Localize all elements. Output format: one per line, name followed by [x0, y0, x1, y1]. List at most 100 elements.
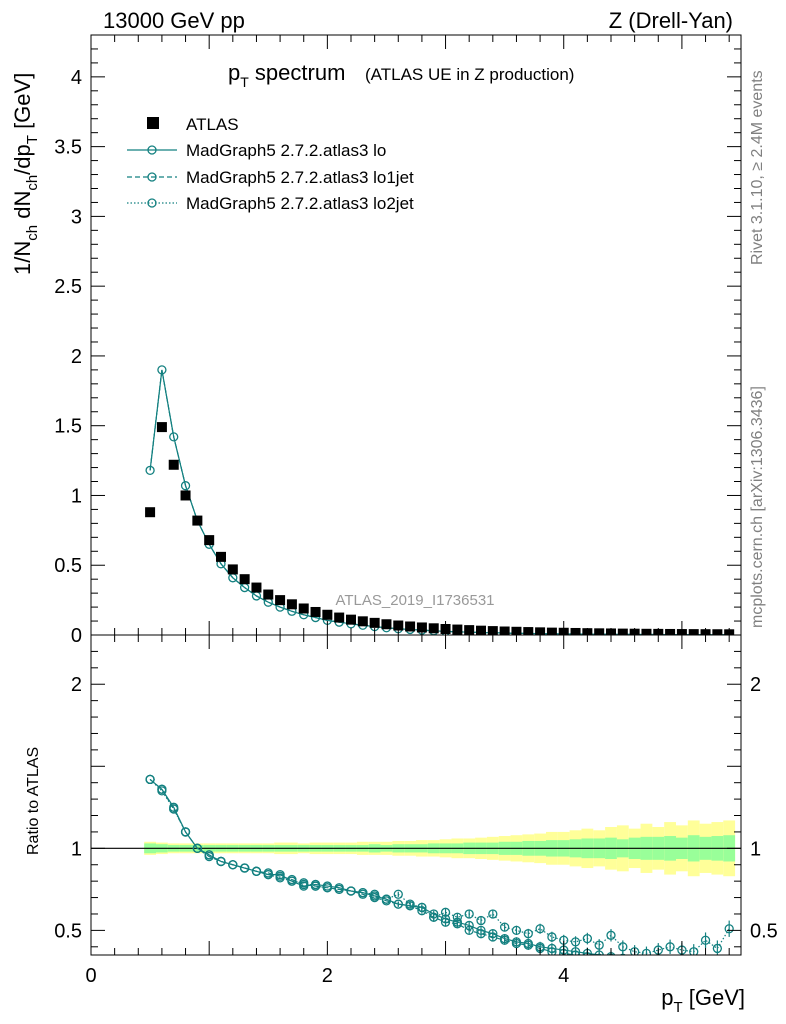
- ratio-point-lo2jet-4: [192, 843, 203, 853]
- ratio-point-lo1jet-36: [570, 950, 581, 955]
- ratio-point-lo2jet-3: [180, 827, 191, 837]
- ratio-point-lo2jet-25: [440, 907, 451, 917]
- y-tick-label-6: 3: [71, 206, 82, 228]
- mc-point-3: [180, 481, 191, 491]
- ratio-point-lo2jet-18: [358, 887, 368, 898]
- ratio-point-lo2jet-44: [665, 942, 675, 952]
- mc-point-2: [169, 432, 179, 442]
- data-point-24: [428, 623, 439, 634]
- ratio-point-lo2jet-17: [346, 886, 356, 896]
- ratio-point-lo1jet-28: [476, 929, 486, 939]
- ratio-y-tick-label-right-0: 0.5: [750, 920, 778, 942]
- ratio-point-lo2jet-1: [157, 786, 167, 796]
- y-tick-label-2: 1: [71, 485, 82, 507]
- y-axis-label: 1/Nch dNch/dpT [GeV]: [10, 73, 41, 275]
- mcplots-label: mcplots.cern.ch [arXiv:1306.3436]: [749, 386, 766, 628]
- ratio-point-lo1jet-21: [393, 899, 403, 909]
- data-point-10: [263, 589, 274, 600]
- y-tick-label-1: 0.5: [54, 555, 82, 577]
- legend-entry-lo1jet: MadGraph5 2.7.2.atlas3 lo1jet: [186, 168, 414, 187]
- ratio-point-lo1jet-49: [725, 966, 733, 974]
- data-point-6: [216, 551, 226, 562]
- data-point-36: [570, 627, 581, 635]
- ratio-point-lo1jet-27: [464, 925, 474, 936]
- ratio-y-label: Ratio to ATLAS: [25, 747, 42, 855]
- y-tick-label-3: 1.5: [54, 416, 82, 438]
- legend: ATLAS MadGraph5 2.7.2.atlas3 lo MadGraph…: [127, 115, 414, 213]
- ratio-line-lo1jet: [149, 778, 580, 955]
- ratio-point-lo2jet-29: [488, 909, 498, 919]
- data-point-4: [192, 515, 203, 526]
- ratio-point-lo2jet-49: [724, 924, 734, 934]
- data-point-19: [369, 617, 380, 628]
- legend-entry-atlas: ATLAS: [186, 115, 239, 134]
- data-point-44: [665, 628, 676, 635]
- data-point-9: [251, 582, 262, 593]
- legend-lo1jet-marker: [147, 172, 157, 182]
- ratio-point-lo1jet-40: [619, 956, 627, 964]
- data-point-30: [499, 626, 510, 635]
- data-point-5: [204, 535, 215, 546]
- data-point-18: [357, 616, 368, 627]
- data-point-28: [476, 625, 486, 635]
- data-point-23: [416, 622, 427, 633]
- ratio-point-lo1jet-45: [678, 962, 686, 970]
- ratio-point-lo2jet-10: [263, 869, 273, 880]
- legend-lo2jet-marker: [147, 198, 157, 208]
- ratio-point-lo-47: [702, 964, 710, 972]
- analysis-watermark: ATLAS_2019_I1736531: [335, 592, 494, 609]
- data-point-15: [322, 609, 333, 620]
- data-point-14: [310, 606, 321, 617]
- data-point-13: [298, 603, 309, 614]
- data-point-1: [156, 422, 167, 433]
- data-point-20: [381, 619, 392, 630]
- ratio-point-lo1jet-34: [547, 947, 557, 955]
- data-point-32: [523, 627, 534, 635]
- ratio-point-lo-48: [713, 966, 721, 974]
- ratio-point-lo1jet-30: [499, 935, 510, 945]
- ratio-point-lo2jet-46: [689, 947, 699, 955]
- ratio-point-lo2jet-40: [618, 942, 628, 952]
- ratio-point-lo2jet-13: [299, 878, 309, 888]
- ratio-point-lo2jet-39: [606, 930, 616, 940]
- ratio-point-lo1jet-47: [702, 964, 710, 972]
- ratio-point-lo2jet-32: [523, 929, 533, 939]
- ratio-point-lo2jet-33: [535, 924, 545, 934]
- ratio-point-lo2jet-42: [641, 948, 652, 955]
- data-point-8: [239, 574, 250, 585]
- y-tick-label-0: 0: [71, 625, 82, 647]
- ratio-point-lo-42: [642, 958, 650, 966]
- ratio-point-lo2jet-37: [582, 933, 593, 944]
- ratio-point-lo-41: [631, 956, 639, 964]
- x-tick-label-1: 2: [322, 965, 333, 987]
- ratio-point-lo2jet-14: [310, 881, 321, 891]
- data-point-26: [452, 624, 463, 635]
- legend-entry-lo: MadGraph5 2.7.2.atlas3 lo: [186, 141, 386, 160]
- ratio-point-lo1jet-43: [654, 959, 662, 967]
- ratio-point-lo1jet-32: [523, 940, 533, 950]
- ratio-y-tick-label-right-1: 1: [750, 838, 761, 860]
- data-point-34: [546, 627, 557, 635]
- ratio-point-lo2jet-23: [417, 902, 427, 913]
- ratio-point-lo2jet-31: [511, 925, 522, 936]
- ratio-point-lo1jet-48: [713, 964, 721, 972]
- data-point-0: [145, 507, 156, 518]
- y-tick-label-7: 3.5: [54, 137, 82, 159]
- ratio-point-lo-43: [654, 959, 662, 967]
- data-point-46: [688, 629, 699, 635]
- data-point-7: [227, 564, 238, 575]
- ratio-point-lo-44: [666, 959, 674, 967]
- chart-title: pT spectrum: [228, 60, 345, 90]
- ratio-y-tick-label-left-2: 2: [71, 674, 82, 696]
- energy-label: 13000 GeV pp: [103, 8, 245, 33]
- data-point-38: [594, 628, 605, 635]
- ratio-line-lo2jet: [149, 778, 730, 954]
- mc-point-1: [157, 365, 167, 375]
- rivet-label: Rivet 3.1.10, ≥ 2.4M events: [749, 70, 766, 265]
- ratio-point-lo2jet-24: [429, 912, 439, 922]
- ratio-point-lo2jet-41: [629, 947, 640, 955]
- ratio-point-lo2jet-7: [228, 860, 238, 870]
- data-point-22: [405, 621, 416, 632]
- data-point-42: [641, 628, 652, 635]
- y-tick-label-8: 4: [71, 67, 82, 89]
